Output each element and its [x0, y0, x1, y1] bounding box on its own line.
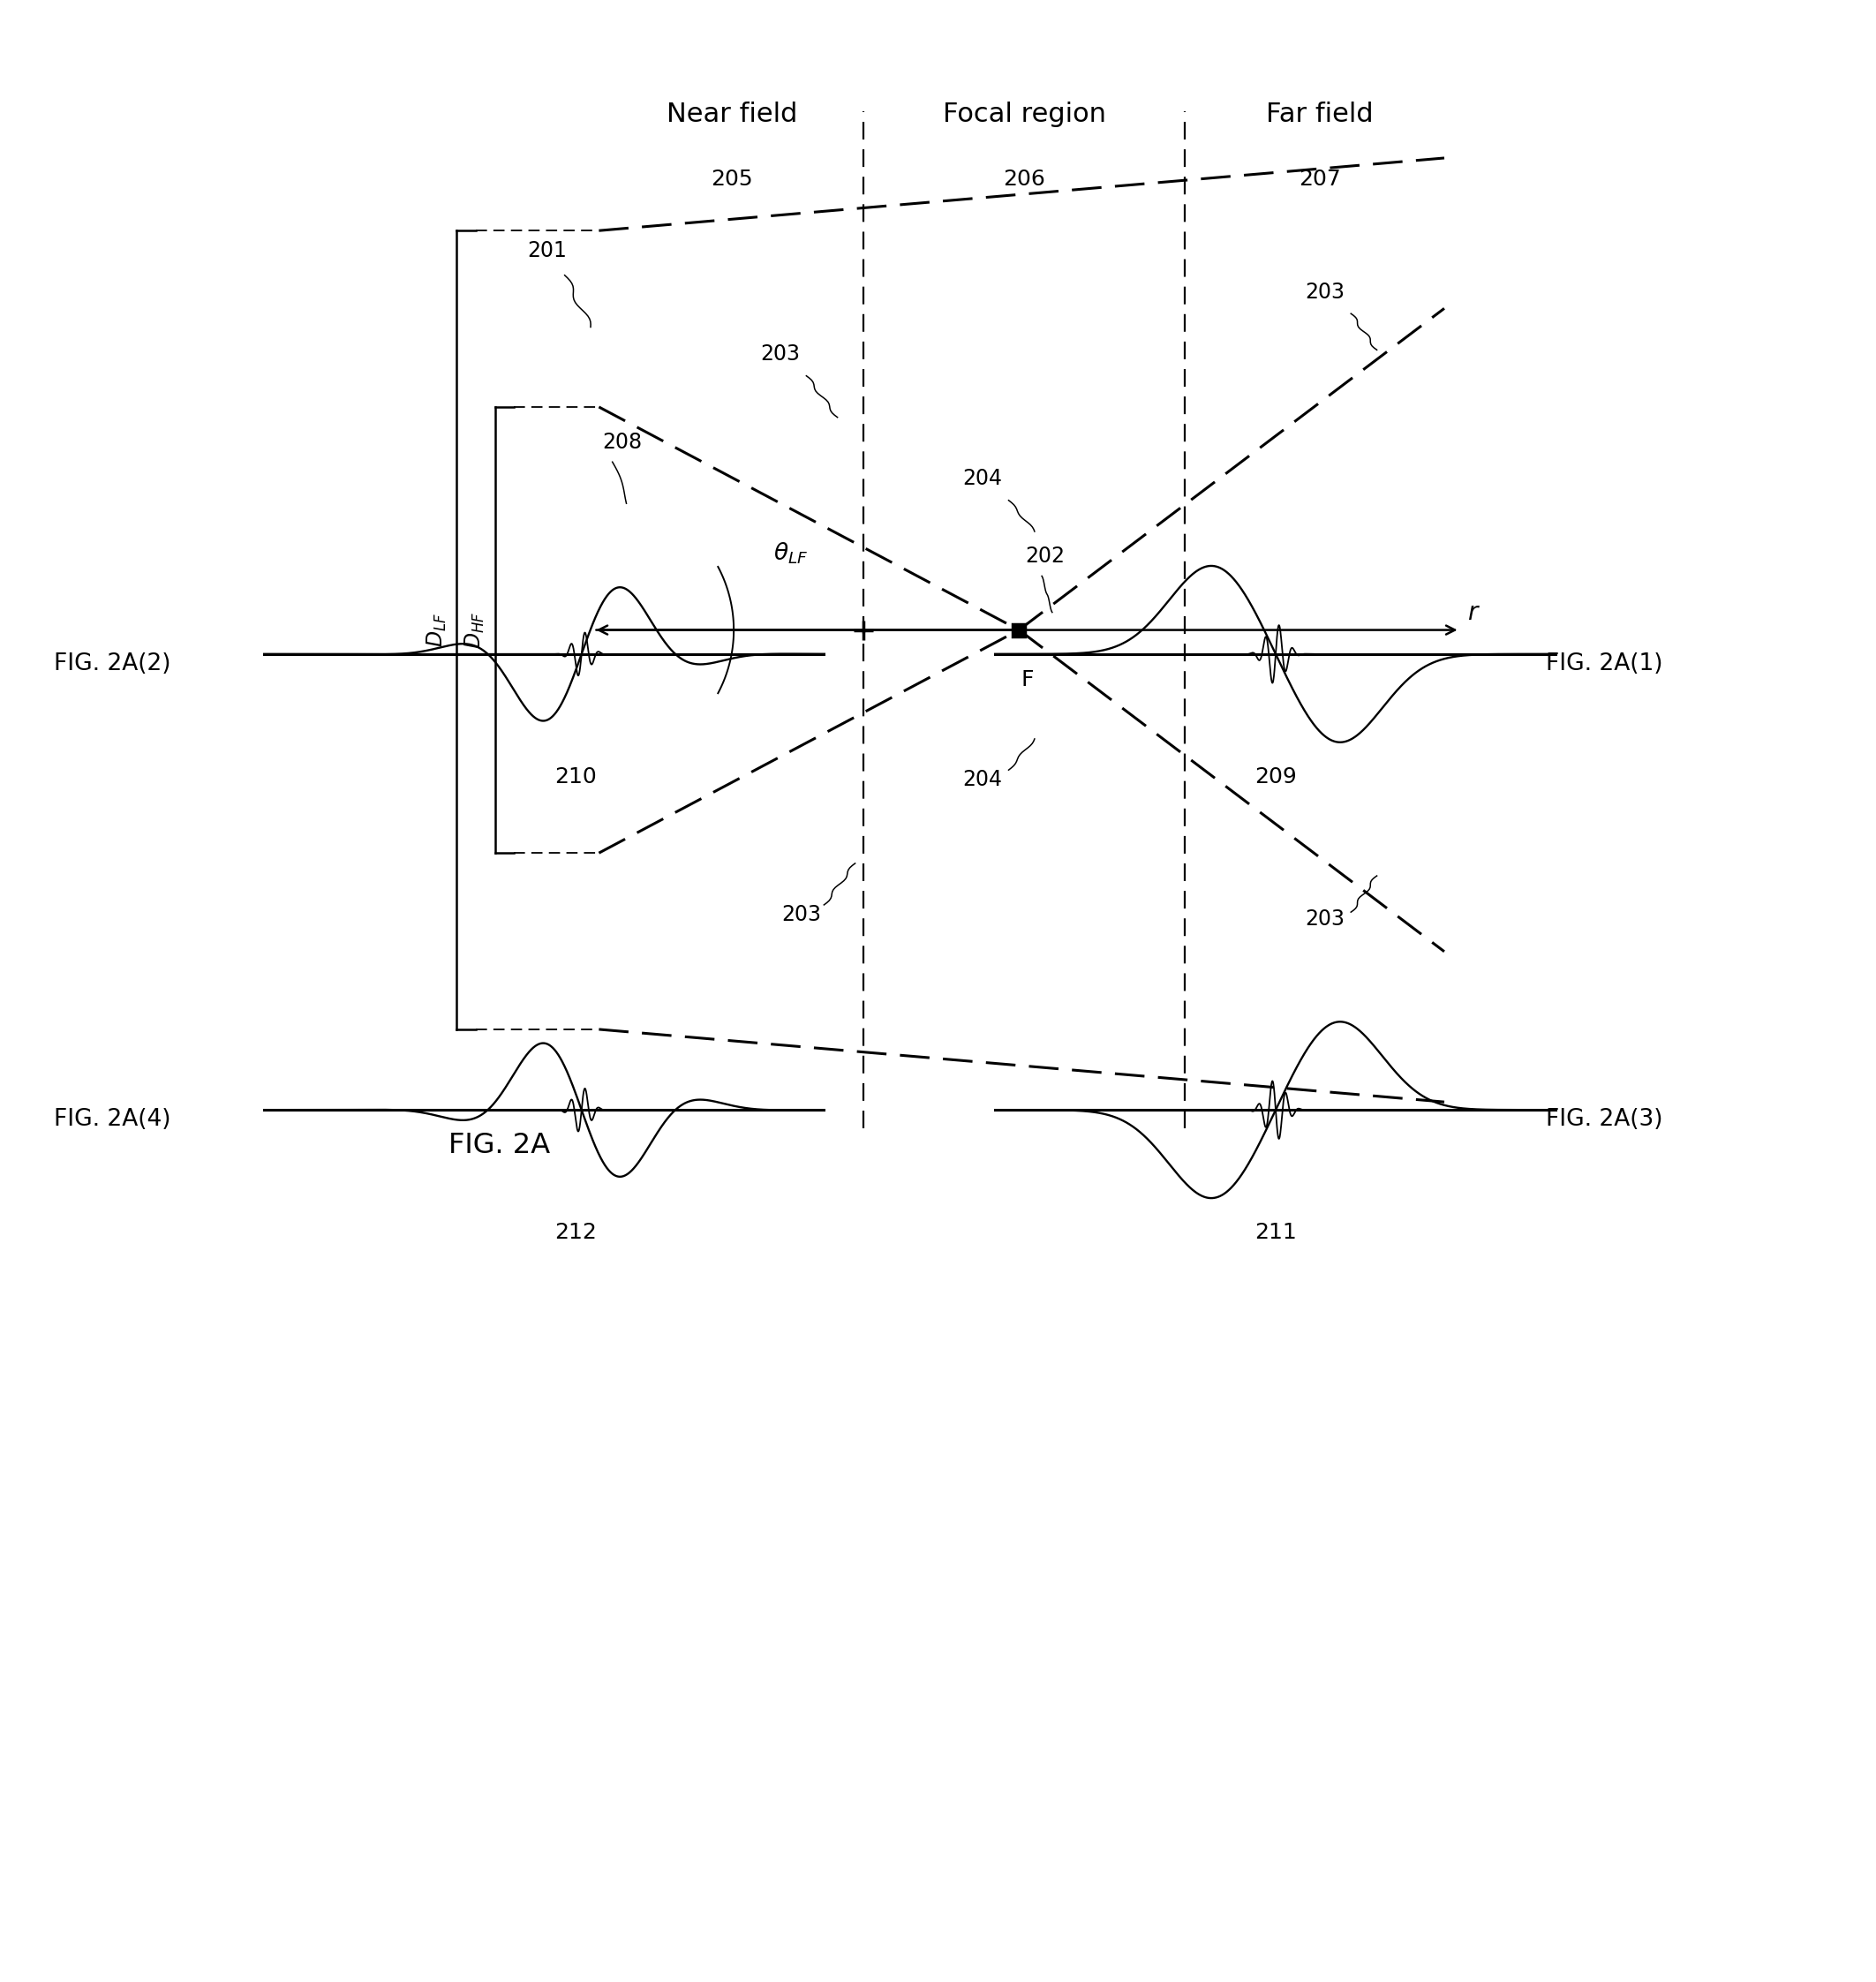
Text: 203: 203	[780, 904, 822, 926]
Text: 207: 207	[1298, 168, 1341, 190]
Text: 203: 203	[760, 343, 801, 365]
Text: 201: 201	[527, 240, 567, 262]
Text: Focal region: Focal region	[942, 101, 1105, 127]
Text: 204: 204	[962, 769, 1002, 791]
Text: F: F	[1021, 670, 1034, 690]
Text: 206: 206	[1004, 168, 1045, 190]
Text: $\theta_{LF}$: $\theta_{LF}$	[773, 541, 809, 565]
Text: 210: 210	[553, 767, 597, 787]
Text: $D_{LF}$: $D_{LF}$	[426, 612, 448, 648]
Text: Far field: Far field	[1266, 101, 1373, 127]
Text: FIG. 2A(2): FIG. 2A(2)	[54, 652, 171, 676]
Text: 203: 203	[1306, 910, 1345, 930]
Text: 208: 208	[602, 432, 642, 452]
Text: FIG. 2A(3): FIG. 2A(3)	[1546, 1108, 1662, 1132]
Text: $D_{HF}$: $D_{HF}$	[463, 610, 488, 648]
Text: 212: 212	[553, 1223, 597, 1243]
Text: FIG. 2A: FIG. 2A	[448, 1132, 550, 1159]
Text: r: r	[1467, 601, 1476, 624]
Text: FIG. 2A(4): FIG. 2A(4)	[54, 1108, 171, 1132]
Text: 204: 204	[962, 468, 1002, 490]
Text: 203: 203	[1306, 281, 1345, 303]
Text: 209: 209	[1255, 767, 1296, 787]
Text: 205: 205	[711, 168, 752, 190]
Text: Near field: Near field	[666, 101, 797, 127]
Text: FIG. 2A(1): FIG. 2A(1)	[1546, 652, 1662, 676]
Text: 202: 202	[1024, 545, 1066, 567]
Text: 211: 211	[1255, 1223, 1296, 1243]
